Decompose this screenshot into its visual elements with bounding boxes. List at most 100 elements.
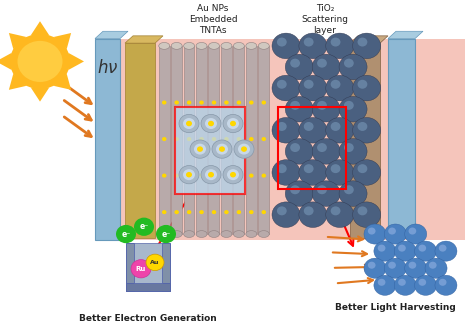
- Circle shape: [368, 262, 375, 269]
- Circle shape: [208, 172, 214, 177]
- Circle shape: [277, 122, 287, 131]
- Circle shape: [326, 75, 354, 101]
- Circle shape: [290, 143, 300, 152]
- Circle shape: [208, 121, 214, 126]
- Circle shape: [290, 185, 300, 194]
- Bar: [175, 107, 245, 194]
- Circle shape: [388, 262, 396, 269]
- Circle shape: [388, 228, 396, 234]
- Circle shape: [353, 118, 381, 143]
- Bar: [162, 243, 170, 291]
- Circle shape: [317, 101, 327, 110]
- Ellipse shape: [221, 43, 232, 49]
- Circle shape: [299, 202, 327, 227]
- Circle shape: [285, 181, 313, 206]
- Bar: [196, 46, 207, 234]
- Circle shape: [197, 147, 203, 152]
- Ellipse shape: [233, 43, 245, 49]
- Circle shape: [238, 144, 250, 155]
- Circle shape: [299, 75, 327, 101]
- Circle shape: [187, 210, 191, 214]
- Ellipse shape: [159, 231, 170, 237]
- Circle shape: [272, 202, 300, 227]
- Circle shape: [186, 121, 192, 126]
- Circle shape: [398, 245, 406, 251]
- Polygon shape: [95, 31, 128, 39]
- Text: e⁻: e⁻: [121, 230, 131, 239]
- Circle shape: [212, 137, 216, 141]
- Circle shape: [285, 54, 313, 80]
- Circle shape: [331, 206, 340, 215]
- Circle shape: [405, 224, 427, 244]
- Circle shape: [212, 100, 216, 105]
- Circle shape: [162, 210, 166, 214]
- Circle shape: [326, 33, 354, 59]
- Bar: [246, 46, 257, 234]
- Ellipse shape: [258, 43, 269, 49]
- Text: e⁻: e⁻: [161, 230, 171, 239]
- Text: $h\nu$: $h\nu$: [97, 59, 118, 77]
- Circle shape: [439, 279, 447, 286]
- Circle shape: [339, 138, 367, 164]
- Circle shape: [353, 160, 381, 185]
- Circle shape: [230, 121, 236, 126]
- Circle shape: [237, 100, 241, 105]
- Circle shape: [429, 262, 437, 269]
- Circle shape: [357, 164, 367, 173]
- Circle shape: [290, 101, 300, 110]
- Circle shape: [190, 140, 210, 158]
- Circle shape: [344, 143, 354, 152]
- Circle shape: [201, 114, 221, 133]
- Polygon shape: [31, 21, 49, 35]
- Circle shape: [357, 206, 367, 215]
- Circle shape: [405, 258, 427, 278]
- Ellipse shape: [233, 231, 245, 237]
- Circle shape: [326, 118, 354, 143]
- Circle shape: [299, 118, 327, 143]
- Circle shape: [156, 225, 176, 243]
- Circle shape: [230, 172, 236, 177]
- Circle shape: [234, 140, 254, 158]
- Circle shape: [339, 54, 367, 80]
- Circle shape: [131, 260, 151, 278]
- Circle shape: [398, 279, 406, 286]
- Ellipse shape: [171, 231, 182, 237]
- Circle shape: [277, 206, 287, 215]
- Circle shape: [146, 254, 164, 270]
- Circle shape: [409, 228, 416, 234]
- Circle shape: [439, 245, 447, 251]
- Circle shape: [277, 164, 287, 173]
- Circle shape: [179, 114, 199, 133]
- Circle shape: [237, 174, 241, 178]
- Circle shape: [272, 75, 300, 101]
- Circle shape: [374, 241, 396, 261]
- Circle shape: [199, 174, 204, 178]
- Circle shape: [353, 75, 381, 101]
- Circle shape: [183, 118, 195, 129]
- Ellipse shape: [258, 231, 269, 237]
- Circle shape: [415, 275, 437, 295]
- Circle shape: [212, 174, 216, 178]
- Circle shape: [162, 174, 166, 178]
- Circle shape: [304, 164, 314, 173]
- Text: TiO₂
Scattering
layer: TiO₂ Scattering layer: [301, 4, 348, 35]
- Circle shape: [224, 100, 228, 105]
- Circle shape: [312, 138, 340, 164]
- Circle shape: [174, 100, 179, 105]
- Circle shape: [344, 185, 354, 194]
- Circle shape: [304, 80, 314, 89]
- Circle shape: [435, 275, 457, 295]
- Circle shape: [227, 169, 239, 180]
- Circle shape: [187, 137, 191, 141]
- Circle shape: [262, 100, 266, 105]
- Circle shape: [237, 210, 241, 214]
- Polygon shape: [31, 88, 49, 102]
- Circle shape: [299, 33, 327, 59]
- Text: Better Electron Generation: Better Electron Generation: [79, 315, 217, 322]
- Polygon shape: [54, 33, 71, 49]
- Circle shape: [262, 174, 266, 178]
- Circle shape: [331, 80, 340, 89]
- Circle shape: [174, 137, 179, 141]
- Circle shape: [344, 101, 354, 110]
- Circle shape: [394, 275, 416, 295]
